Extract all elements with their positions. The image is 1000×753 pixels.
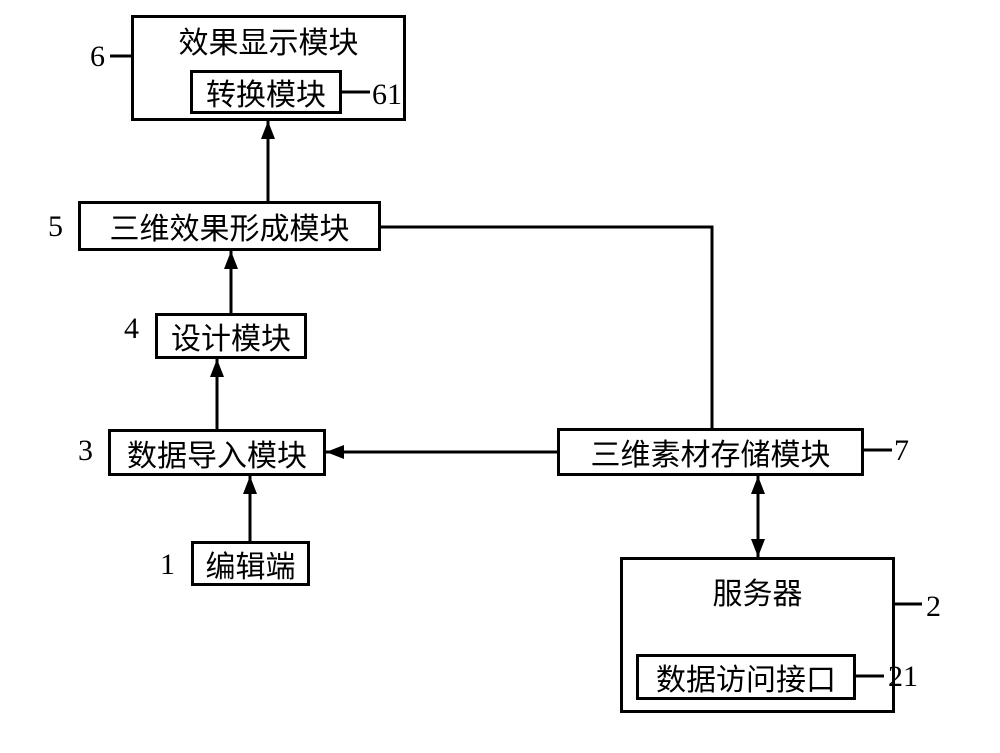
node-3d-material-storage: 三维素材存储模块 — [557, 428, 864, 476]
label-4: 4 — [124, 312, 139, 346]
label-21: 21 — [888, 660, 918, 694]
node-data-access-api: 数据访问接口 — [636, 654, 856, 700]
diagram-stage: 效果显示模块 转换模块 三维效果形成模块 设计模块 数据导入模块 编辑端 三维素… — [0, 0, 1000, 753]
label-7: 7 — [894, 434, 909, 468]
node-data-import-label: 数据导入模块 — [127, 431, 307, 475]
node-editor: 编辑端 — [191, 541, 310, 586]
node-3d-effect-form: 三维效果形成模块 — [78, 201, 381, 251]
label-6: 6 — [90, 40, 105, 74]
node-3d-material-storage-label: 三维素材存储模块 — [591, 430, 831, 474]
label-1: 1 — [160, 548, 175, 582]
node-3d-effect-form-label: 三维效果形成模块 — [110, 204, 350, 248]
node-convert-label: 转换模块 — [206, 70, 326, 114]
node-editor-label: 编辑端 — [206, 542, 296, 586]
node-design-label: 设计模块 — [171, 314, 291, 358]
node-effect-display-label: 效果显示模块 — [179, 18, 359, 62]
label-61: 61 — [372, 78, 402, 112]
node-convert: 转换模块 — [190, 70, 342, 114]
node-data-import: 数据导入模块 — [108, 429, 326, 476]
node-design: 设计模块 — [155, 313, 307, 359]
node-data-access-api-label: 数据访问接口 — [656, 655, 836, 699]
label-3: 3 — [78, 434, 93, 468]
label-5: 5 — [48, 210, 63, 244]
label-2: 2 — [926, 590, 941, 624]
node-server-label: 服务器 — [713, 569, 803, 613]
